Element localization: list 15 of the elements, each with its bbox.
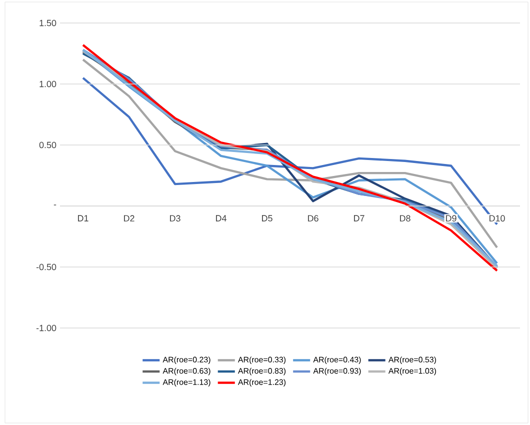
x-tick-label: D10 [490, 215, 505, 222]
y-tick-label: -1.00 [36, 324, 56, 332]
x-tick-label: D7 [354, 215, 364, 222]
y-tick-label: 1.00 [40, 80, 56, 88]
x-tick-label: D1 [78, 215, 88, 222]
y-tick-label: - [54, 204, 56, 206]
x-tick-label: D8 [400, 215, 410, 222]
x-tick-label: D6 [308, 215, 318, 222]
x-tick-label: D3 [170, 215, 180, 222]
x-tick-label: D5 [262, 215, 272, 222]
x-tick-label: D4 [216, 215, 226, 222]
y-tick-label: -0.50 [36, 264, 56, 270]
y-tick-label: 1.50 [40, 20, 56, 26]
x-tick-label: D2 [124, 215, 134, 222]
y-tick-label: 0.50 [39, 142, 56, 148]
